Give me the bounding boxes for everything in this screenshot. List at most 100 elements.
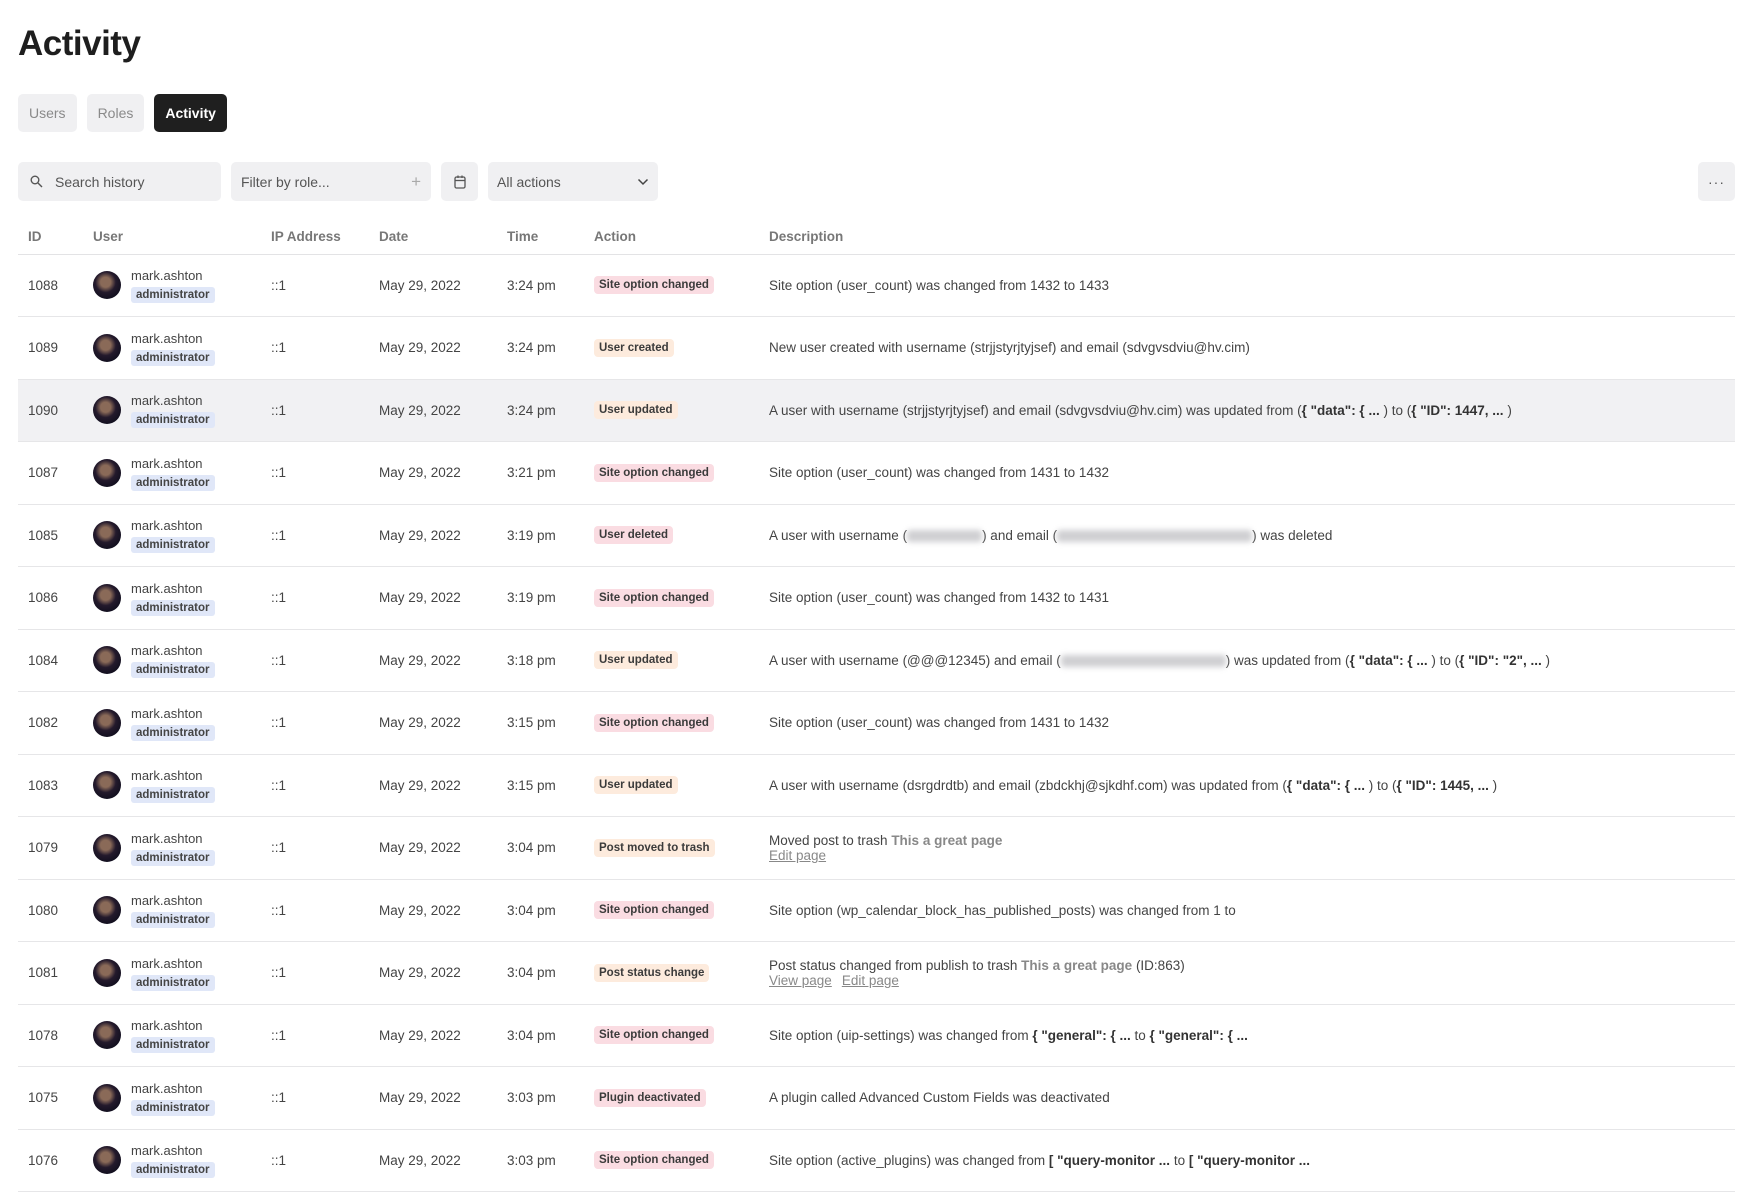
view-page-link[interactable]: View page [769, 972, 832, 988]
cell-ip: ::1 [271, 691, 379, 755]
cell-id: 1086 [18, 566, 93, 630]
table-row[interactable]: 1086 mark.ashton administrator::1 May 29, 2… [18, 566, 1735, 630]
description-segment: ) and email ( [982, 527, 1058, 543]
user-info[interactable]: mark.ashton administrator [93, 517, 271, 554]
cell-user: mark.ashton administrator [93, 254, 271, 317]
col-ip[interactable]: IP Address [271, 220, 379, 255]
username[interactable]: mark.ashton [131, 330, 203, 346]
username[interactable]: mark.ashton [131, 768, 203, 784]
activity-table: ID User IP Address Date Time Action Desc… [18, 220, 1735, 1192]
user-info[interactable]: mark.ashton administrator [93, 1080, 271, 1116]
table-row[interactable]: 1080 mark.ashton administrator::1 May 29, 2… [18, 879, 1735, 942]
col-time[interactable]: Time [507, 220, 594, 255]
avatar [93, 1021, 121, 1050]
username[interactable]: mark.ashton [131, 955, 203, 971]
table-row[interactable]: 1090 mark.ashton administrator::1 May 29, 2… [18, 379, 1735, 442]
user-info[interactable]: mark.ashton administrator [93, 580, 271, 616]
user-info[interactable]: mark.ashton administrator [93, 455, 271, 491]
username[interactable]: mark.ashton [131, 830, 203, 846]
value-snippet: { "ID": "2", ... [1459, 652, 1546, 668]
role-badge: administrator [131, 849, 215, 866]
tab-roles[interactable]: Roles [86, 94, 145, 132]
user-info[interactable]: mark.ashton administrator [93, 705, 271, 741]
user-info[interactable]: mark.ashton administrator [93, 767, 271, 804]
user-info[interactable]: mark.ashton administrator [93, 267, 271, 304]
table-header: ID User IP Address Date Time Action Desc… [18, 220, 1735, 255]
username[interactable]: mark.ashton [131, 268, 203, 284]
cell-action: Site option changed [594, 1004, 769, 1067]
tab-users[interactable]: Users [18, 94, 77, 132]
col-description[interactable]: Description [769, 220, 1735, 255]
cell-action: Site option changed [594, 566, 769, 630]
cell-action: User updated [594, 754, 769, 817]
cell-date: May 29, 2022 [379, 504, 507, 567]
username[interactable]: mark.ashton [131, 705, 203, 721]
username[interactable]: mark.ashton [131, 893, 203, 909]
avatar [93, 1146, 121, 1175]
post-title: This a great page [891, 832, 1003, 848]
description-segment: Site option (wp_calendar_block_has_publi… [769, 902, 1236, 918]
user-details: mark.ashton administrator [131, 517, 215, 554]
table-row[interactable]: 1084 mark.ashton administrator::1 May 29, 2… [18, 629, 1735, 692]
cell-id: 1087 [18, 441, 93, 505]
date-picker-button[interactable] [441, 162, 478, 201]
username[interactable]: mark.ashton [131, 393, 203, 409]
cell-action: Site option changed [594, 441, 769, 505]
cell-user: mark.ashton administrator [93, 379, 271, 442]
user-info[interactable]: mark.ashton administrator [93, 642, 271, 679]
table-row[interactable]: 1087 mark.ashton administrator::1 May 29, 2… [18, 441, 1735, 505]
user-info[interactable]: mark.ashton administrator [93, 892, 271, 929]
table-row[interactable]: 1088 mark.ashton administrator::1 May 29, 2… [18, 254, 1735, 317]
user-details: mark.ashton administrator [131, 955, 215, 991]
table-row[interactable]: 1079 mark.ashton administrator::1 May 29, 2… [18, 816, 1735, 880]
role-badge: administrator [131, 787, 215, 804]
user-details: mark.ashton administrator [131, 455, 215, 491]
cell-ip: ::1 [271, 629, 379, 692]
search-placeholder: Search history [55, 173, 145, 190]
user-info[interactable]: mark.ashton administrator [93, 330, 271, 366]
cell-action: User updated [594, 629, 769, 692]
table-row[interactable]: 1089 mark.ashton administrator::1 May 29, 2… [18, 316, 1735, 380]
search-input[interactable]: Search history [18, 162, 221, 201]
col-date[interactable]: Date [379, 220, 507, 255]
plus-icon[interactable]: + [411, 171, 421, 191]
user-details: mark.ashton administrator [131, 642, 215, 679]
user-info[interactable]: mark.ashton administrator [93, 955, 271, 991]
user-info[interactable]: mark.ashton administrator [93, 1017, 271, 1054]
user-info[interactable]: mark.ashton administrator [93, 1142, 271, 1179]
username[interactable]: mark.ashton [131, 643, 203, 659]
username[interactable]: mark.ashton [131, 580, 203, 596]
cell-user: mark.ashton administrator [93, 629, 271, 692]
edit-page-link[interactable]: Edit page [841, 972, 899, 988]
username[interactable]: mark.ashton [131, 1080, 203, 1096]
action-badge: Site option changed [594, 463, 714, 482]
table-row[interactable]: 1082 mark.ashton administrator::1 May 29, 2… [18, 691, 1735, 755]
username[interactable]: mark.ashton [131, 1143, 203, 1159]
more-options-button[interactable]: ··· [1698, 162, 1735, 201]
description-text: A user with username () and email () was… [769, 528, 1735, 543]
username[interactable]: mark.ashton [131, 518, 203, 534]
table-row[interactable]: 1075 mark.ashton administrator::1 May 29, 2… [18, 1066, 1735, 1130]
description-segment: to [1170, 1152, 1189, 1168]
col-action[interactable]: Action [594, 220, 769, 255]
username[interactable]: mark.ashton [131, 455, 203, 471]
cell-description: Site option (user_count) was changed fro… [769, 441, 1735, 505]
col-id[interactable]: ID [18, 220, 93, 255]
col-user[interactable]: User [93, 220, 271, 255]
table-row[interactable]: 1081 mark.ashton administrator::1 May 29, 2… [18, 941, 1735, 1005]
role-filter-input[interactable]: Filter by role... + [231, 162, 431, 201]
cell-ip: ::1 [271, 941, 379, 1005]
table-row[interactable]: 1083 mark.ashton administrator::1 May 29, 2… [18, 754, 1735, 817]
action-badge: Plugin deactivated [594, 1088, 706, 1107]
tab-activity[interactable]: Activity [154, 94, 227, 132]
cell-ip: ::1 [271, 566, 379, 630]
user-info[interactable]: mark.ashton administrator [93, 830, 271, 866]
table-row[interactable]: 1078 mark.ashton administrator::1 May 29, 2… [18, 1004, 1735, 1067]
action-badge: Site option changed [594, 901, 714, 920]
user-info[interactable]: mark.ashton administrator [93, 392, 271, 429]
actions-select[interactable]: All actions [488, 162, 658, 201]
username[interactable]: mark.ashton [131, 1018, 203, 1034]
table-row[interactable]: 1076 mark.ashton administrator::1 May 29, 2… [18, 1129, 1735, 1192]
table-row[interactable]: 1085 mark.ashton administrator::1 May 29, 2… [18, 504, 1735, 567]
edit-page-link[interactable]: Edit page [769, 847, 827, 863]
